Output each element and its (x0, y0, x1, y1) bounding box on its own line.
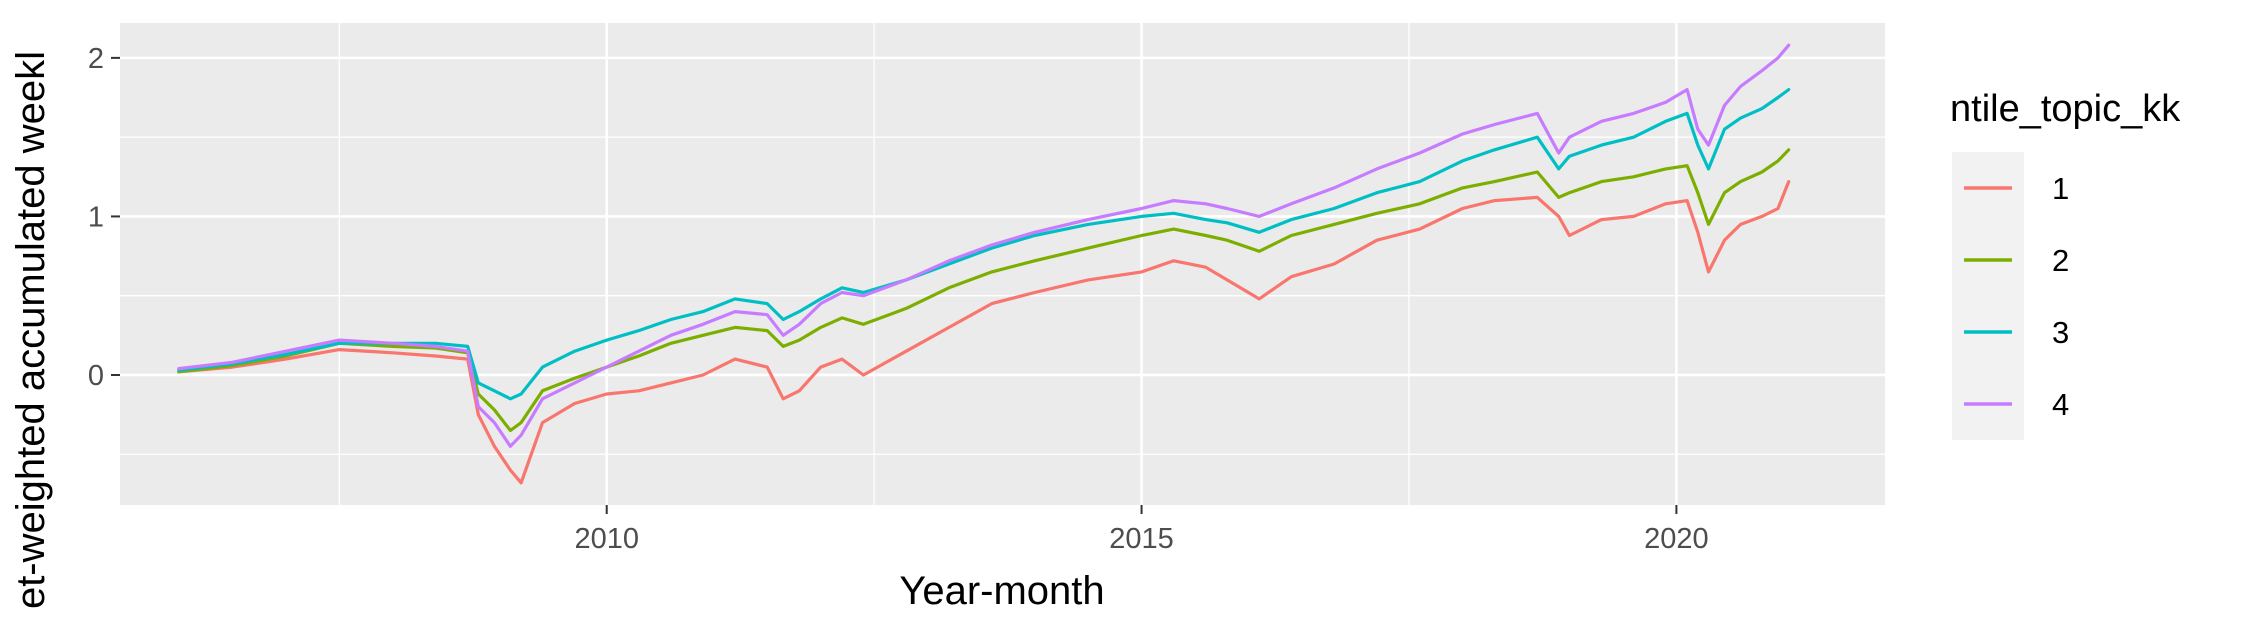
legend-label-4: 4 (2052, 387, 2069, 422)
x-axis-title: Year-month (899, 569, 1104, 613)
y-tick-label: 1 (88, 201, 104, 233)
series-line-4 (177, 43, 1791, 448)
x-axis-ticks: 2010 2015 2020 (574, 505, 1709, 555)
legend-label-2: 2 (2052, 243, 2069, 278)
legend-items: 1 2 3 4 (1964, 171, 2069, 422)
x-tick-label: 2015 (1109, 523, 1174, 555)
legend-label-3: 3 (2052, 315, 2069, 350)
legend-label-1: 1 (2052, 171, 2069, 206)
series-line-3 (177, 87, 1791, 401)
legend-key-background (1952, 152, 2024, 440)
major-gridlines (120, 23, 1885, 505)
y-tick-label: 2 (88, 43, 104, 75)
legend-title: ntile_topic_kk (1950, 88, 2181, 130)
legend: ntile_topic_kk 1 2 3 4 (1950, 88, 2181, 440)
y-axis-title: et-weighted accumulated weekl (9, 51, 53, 609)
series-lines (177, 43, 1791, 485)
series-line-2 (177, 148, 1791, 433)
y-axis-ticks: 0 1 2 (88, 43, 120, 392)
x-tick-label: 2020 (1644, 523, 1709, 555)
plot-panel (120, 23, 1885, 505)
minor-gridlines (120, 23, 1885, 505)
series-line-1 (177, 180, 1791, 485)
x-tick-label: 2010 (574, 523, 639, 555)
y-tick-label: 0 (88, 360, 104, 392)
